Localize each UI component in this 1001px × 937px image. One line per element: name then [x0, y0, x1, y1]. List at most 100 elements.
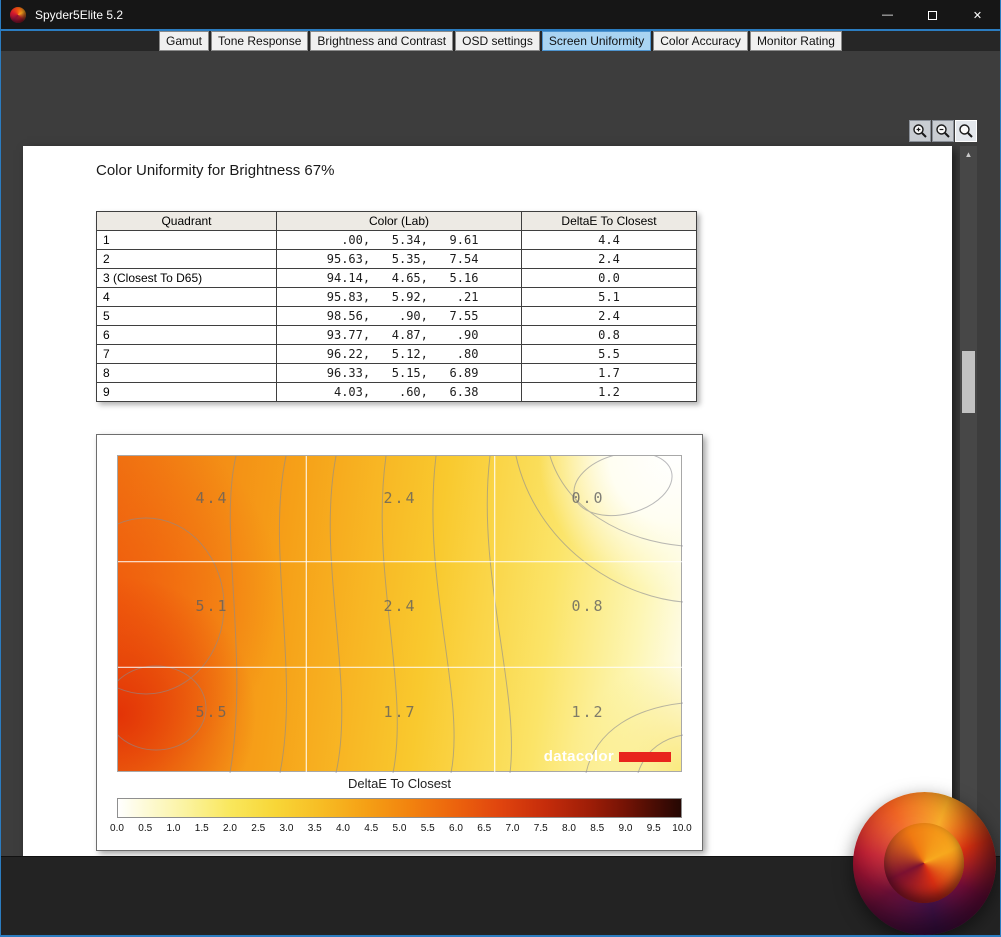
table-cell-delta: 5.5 [521, 344, 697, 364]
table-cell-quadrant: 5 [96, 306, 277, 326]
tab-gamut[interactable]: Gamut [159, 31, 210, 51]
map-value: 5.1 [195, 597, 229, 615]
map-value: 4.4 [195, 489, 229, 507]
table-header-cell: DeltaE To Closest [521, 211, 697, 231]
map-value: 0.8 [571, 597, 605, 615]
table-cell-delta: 0.8 [521, 325, 697, 345]
datacolor-red-bar [619, 751, 671, 762]
table-cell-quadrant: 7 [96, 344, 277, 364]
zoom-reset-button[interactable] [955, 120, 977, 142]
scale-tick: 10.0 [672, 823, 692, 834]
uniformity-table: Quadrant Color (Lab) DeltaE To Closest 1 .… [96, 211, 697, 402]
scroll-up-icon[interactable]: ▲ [964, 149, 973, 159]
map-value: 2.4 [383, 597, 417, 615]
scale-tick: 2.5 [251, 823, 266, 834]
maximize-button[interactable] [910, 0, 955, 30]
accent-line [1, 29, 1000, 31]
table-cell-lab: 93.77, 4.87, .90 [276, 325, 522, 345]
table-cell-delta: 2.4 [521, 249, 697, 269]
map-value: 1.7 [383, 703, 417, 721]
table-cell-delta: 5.1 [521, 287, 697, 307]
scale-tick: 1.0 [166, 823, 181, 834]
scale-label: DeltaE To Closest [347, 776, 452, 791]
scale-tick: 6.5 [477, 823, 492, 834]
map-value: 0.0 [571, 489, 605, 507]
datacolor-wordmark: datacolor [543, 748, 614, 765]
table-header-row: Quadrant Color (Lab) DeltaE To Closest [96, 211, 697, 231]
table-header-cell: Color (Lab) [276, 211, 522, 231]
table-cell-quadrant: 4 [96, 287, 277, 307]
magnifier-icon [959, 124, 973, 138]
table-cell-lab: 94.14, 4.65, 5.16 [276, 268, 522, 288]
scale-tick: 6.0 [449, 823, 463, 834]
map-value: 2.4 [383, 489, 417, 507]
table-row: 5 98.56, .90, 7.55 2.4 [96, 306, 697, 326]
vertical-scrollbar[interactable]: ▲ ▼ [960, 146, 977, 889]
table-cell-quadrant: 3 (Closest To D65) [96, 268, 277, 288]
scale-tick: 5.0 [392, 823, 407, 834]
zoom-out-button[interactable] [932, 120, 954, 142]
table-cell-lab: 96.33, 5.15, 6.89 [276, 363, 522, 383]
table-cell-delta: 2.4 [521, 306, 697, 326]
close-button[interactable]: ✕ [972, 9, 983, 22]
scale-tick: 0.5 [138, 823, 153, 834]
scale-tick: 8.5 [590, 823, 605, 834]
scale-tick: 5.5 [420, 823, 435, 834]
datacolor-brand: datacolor [544, 748, 671, 765]
report-page: Color Uniformity for Brightness 67% Quad… [23, 146, 952, 889]
window-controls: — ✕ [865, 0, 1000, 30]
deltae-gradient-bar [117, 798, 682, 818]
app-title: Spyder5Elite 5.2 [35, 8, 124, 22]
table-cell-quadrant: 2 [96, 249, 277, 269]
table-header-cell: Quadrant [96, 211, 277, 231]
table-cell-lab: 4.03, .60, 6.38 [276, 382, 522, 402]
scale-tick: 9.5 [646, 823, 661, 834]
zoom-out-icon [936, 124, 950, 138]
scale-tick: 3.5 [307, 823, 322, 834]
table-row: 3 (Closest To D65) 94.14, 4.65, 5.16 0.0 [96, 268, 697, 288]
table-row: 7 96.22, 5.12, .80 5.5 [96, 344, 697, 364]
table-row: 9 4.03, .60, 6.38 1.2 [96, 382, 697, 402]
table-body: 1 .00, 5.34, 9.61 4.4 2 95.63, 5.35, 7.54 2… [96, 230, 697, 402]
table-cell-quadrant: 9 [96, 382, 277, 402]
vertical-scroll-thumb[interactable] [962, 351, 975, 413]
table-cell-quadrant: 6 [96, 325, 277, 345]
tab-strip: Gamut Tone Response Brightness and Contras… [1, 31, 1000, 51]
table-cell-lab: .00, 5.34, 9.61 [276, 230, 522, 250]
scale-tick: 7.5 [533, 823, 548, 834]
tab-osd-settings[interactable]: OSD settings [455, 31, 540, 51]
content-area: Color Uniformity for Brightness 67% Quad… [1, 51, 1000, 907]
scale-tick: 0.0 [110, 823, 124, 834]
table-row: 1 .00, 5.34, 9.61 4.4 [96, 230, 697, 250]
table-cell-lab: 95.83, 5.92, .21 [276, 287, 522, 307]
map-value: 1.2 [571, 703, 605, 721]
uniformity-map: datacolor 4.4 2.4 0.0 5.1 2.4 0.8 5.5 1.7 1.2 [117, 455, 683, 773]
tab-color-accuracy[interactable]: Color Accuracy [653, 31, 748, 51]
tab-tone-response[interactable]: Tone Response [211, 31, 309, 51]
scale-ticks: 0.0 0.5 1.0 1.5 2.0 2.5 3.0 3.5 4.0 4.5 5.0 5.5 6.0 6… [110, 823, 692, 836]
zoom-in-button[interactable] [909, 120, 931, 142]
tab-screen-uniformity[interactable]: Screen Uniformity [541, 31, 652, 51]
spyder-logo [853, 792, 996, 935]
minimize-button[interactable]: — [882, 9, 893, 21]
scale-tick: 9.0 [618, 823, 633, 834]
tab-monitor-rating[interactable]: Monitor Rating [749, 31, 842, 51]
maximize-icon [928, 10, 937, 20]
title-bar: Spyder5Elite 5.2 — ✕ [1, 0, 1000, 30]
status-bar: Display Name: Generic PnP Monitor-1 Prin… [1, 856, 1000, 935]
scale-tick: 4.0 [336, 823, 350, 834]
app-icon [10, 7, 26, 23]
scale-tick: 4.5 [364, 823, 379, 834]
tab-brightness-and-contrast[interactable]: Brightness and Contrast [310, 31, 454, 51]
scale-tick: 1.5 [194, 823, 209, 834]
table-row: 8 96.33, 5.15, 6.89 1.7 [96, 363, 697, 383]
table-cell-lab: 95.63, 5.35, 7.54 [276, 249, 522, 269]
report-title: Color Uniformity for Brightness 67% [96, 162, 335, 179]
scale-tick: 2.0 [223, 823, 237, 834]
zoom-toolbar [909, 120, 977, 142]
table-row: 2 95.63, 5.35, 7.54 2.4 [96, 249, 697, 269]
contour-lines [118, 456, 683, 773]
zoom-in-icon [913, 124, 927, 138]
table-cell-quadrant: 1 [96, 230, 277, 250]
